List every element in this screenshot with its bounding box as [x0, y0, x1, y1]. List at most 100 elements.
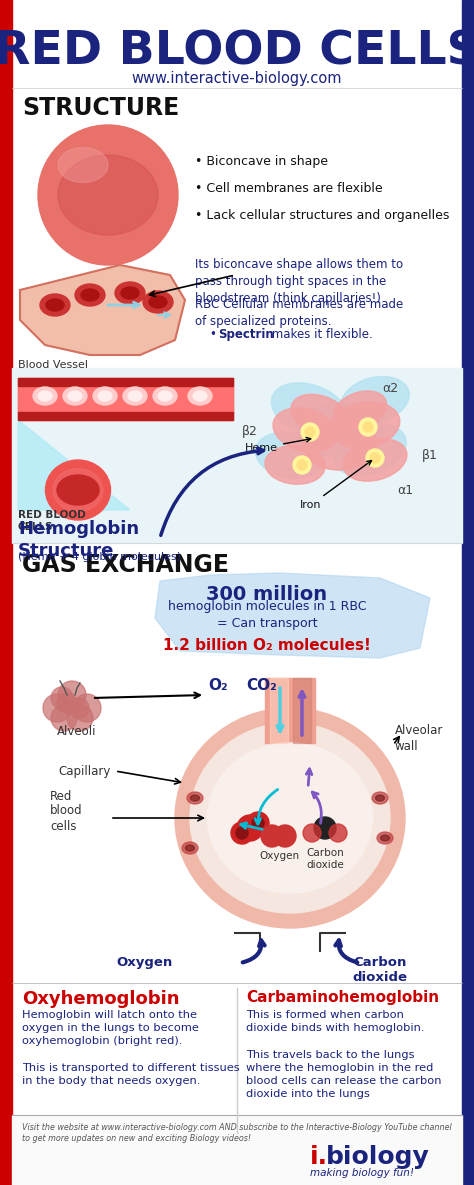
Bar [18, 378, 233, 419]
Ellipse shape [57, 475, 99, 505]
Text: Alveolar
wall: Alveolar wall [395, 724, 443, 752]
Ellipse shape [188, 387, 212, 405]
Text: makes it flexible.: makes it flexible. [268, 328, 373, 341]
Circle shape [252, 816, 264, 829]
Ellipse shape [375, 795, 384, 801]
Circle shape [261, 825, 283, 847]
Ellipse shape [46, 460, 110, 520]
Text: i.: i. [310, 1145, 328, 1168]
Circle shape [57, 693, 77, 713]
Circle shape [329, 824, 347, 843]
Text: β2: β2 [242, 425, 258, 438]
Bar [18, 386, 233, 412]
Ellipse shape [191, 795, 200, 801]
Ellipse shape [187, 792, 203, 803]
Circle shape [69, 698, 89, 718]
Bar [18, 378, 233, 386]
Text: Carbaminohemoglobin: Carbaminohemoglobin [246, 989, 439, 1005]
Circle shape [43, 694, 71, 722]
Ellipse shape [58, 147, 108, 182]
Ellipse shape [75, 284, 105, 306]
Ellipse shape [58, 155, 158, 235]
Text: • Lack cellular structures and organelles: • Lack cellular structures and organelle… [195, 210, 449, 223]
Ellipse shape [343, 438, 407, 481]
Polygon shape [155, 574, 430, 658]
Ellipse shape [298, 403, 383, 457]
Text: CO₂: CO₂ [246, 678, 277, 692]
Text: 1.2 billion O₂ molecules!: 1.2 billion O₂ molecules! [163, 639, 371, 653]
Circle shape [51, 705, 77, 731]
Circle shape [237, 815, 263, 841]
Ellipse shape [115, 282, 145, 305]
Bar [293, 678, 311, 743]
Ellipse shape [272, 383, 348, 437]
Ellipse shape [98, 391, 112, 401]
Text: biology: biology [326, 1145, 430, 1168]
Text: Alveoli: Alveoli [57, 725, 97, 738]
Text: This is formed when carbon
dioxide binds with hemoglobin.

This travels back to : This is formed when carbon dioxide binds… [246, 1010, 441, 1100]
Circle shape [301, 423, 319, 441]
Bar [270, 678, 288, 743]
Text: α2: α2 [382, 382, 398, 395]
Text: making biology fun!: making biology fun! [310, 1168, 414, 1178]
Ellipse shape [128, 391, 142, 401]
Ellipse shape [46, 299, 64, 310]
Text: Blood Vessel: Blood Vessel [18, 360, 88, 370]
Ellipse shape [175, 707, 405, 928]
Ellipse shape [291, 395, 349, 436]
Text: GAS EXCHANGE: GAS EXCHANGE [22, 553, 229, 577]
Text: Heme: Heme [245, 437, 311, 453]
Circle shape [51, 687, 73, 709]
Circle shape [366, 449, 384, 467]
Text: Its biconcave shape allows them to
pass through tight spaces in the
bloodstream : Its biconcave shape allows them to pass … [195, 258, 403, 305]
Ellipse shape [63, 387, 87, 405]
Text: RED BLOOD CELLS: RED BLOOD CELLS [0, 30, 474, 75]
Ellipse shape [38, 391, 52, 401]
Text: www.interactive-biology.com: www.interactive-biology.com [132, 70, 342, 85]
Ellipse shape [53, 468, 103, 512]
Ellipse shape [193, 391, 207, 401]
Circle shape [73, 694, 101, 722]
Circle shape [314, 816, 336, 839]
Text: Oxyhemoglobin: Oxyhemoglobin [22, 989, 180, 1008]
Text: α1: α1 [397, 483, 413, 497]
Circle shape [305, 427, 315, 437]
Ellipse shape [123, 387, 147, 405]
Ellipse shape [341, 377, 410, 423]
Circle shape [231, 822, 253, 844]
Circle shape [359, 418, 377, 436]
Text: Hemoglobin
Structure: Hemoglobin Structure [18, 520, 139, 559]
Polygon shape [18, 419, 130, 510]
Text: •: • [210, 328, 220, 341]
Text: RBC Cellular membranes are made
of specialized proteins.: RBC Cellular membranes are made of speci… [195, 297, 403, 328]
Bar [12, 1115, 462, 1185]
Text: 300 million: 300 million [207, 585, 328, 604]
Ellipse shape [121, 287, 139, 299]
Circle shape [297, 460, 307, 470]
Ellipse shape [93, 387, 117, 405]
Circle shape [58, 681, 86, 709]
Text: hemoglobin molecules in 1 RBC
= Can transport: hemoglobin molecules in 1 RBC = Can tran… [168, 600, 366, 630]
Ellipse shape [38, 124, 178, 265]
Text: • Cell membranes are flexible: • Cell membranes are flexible [195, 182, 383, 196]
Ellipse shape [208, 743, 373, 893]
Ellipse shape [265, 446, 325, 485]
Circle shape [293, 456, 311, 474]
Text: β1: β1 [422, 448, 438, 461]
Text: Oxygen: Oxygen [259, 851, 299, 861]
Ellipse shape [81, 289, 99, 301]
Text: Oxygen: Oxygen [117, 956, 173, 969]
Bar [0, 0, 12, 1185]
Text: O₂: O₂ [208, 678, 228, 692]
Ellipse shape [381, 835, 390, 841]
Ellipse shape [302, 419, 377, 470]
Text: RED BLOOD
CELLS: RED BLOOD CELLS [18, 510, 86, 532]
Ellipse shape [68, 391, 82, 401]
Text: STRUCTURE: STRUCTURE [22, 96, 179, 120]
Text: Visit the website at www.interactive-biology.com AND subscribe to the Interactiv: Visit the website at www.interactive-bio… [22, 1123, 452, 1144]
Ellipse shape [40, 294, 70, 316]
Circle shape [303, 824, 321, 843]
Text: Iron: Iron [300, 461, 372, 510]
Ellipse shape [273, 408, 337, 451]
Bar [12, 369, 462, 543]
